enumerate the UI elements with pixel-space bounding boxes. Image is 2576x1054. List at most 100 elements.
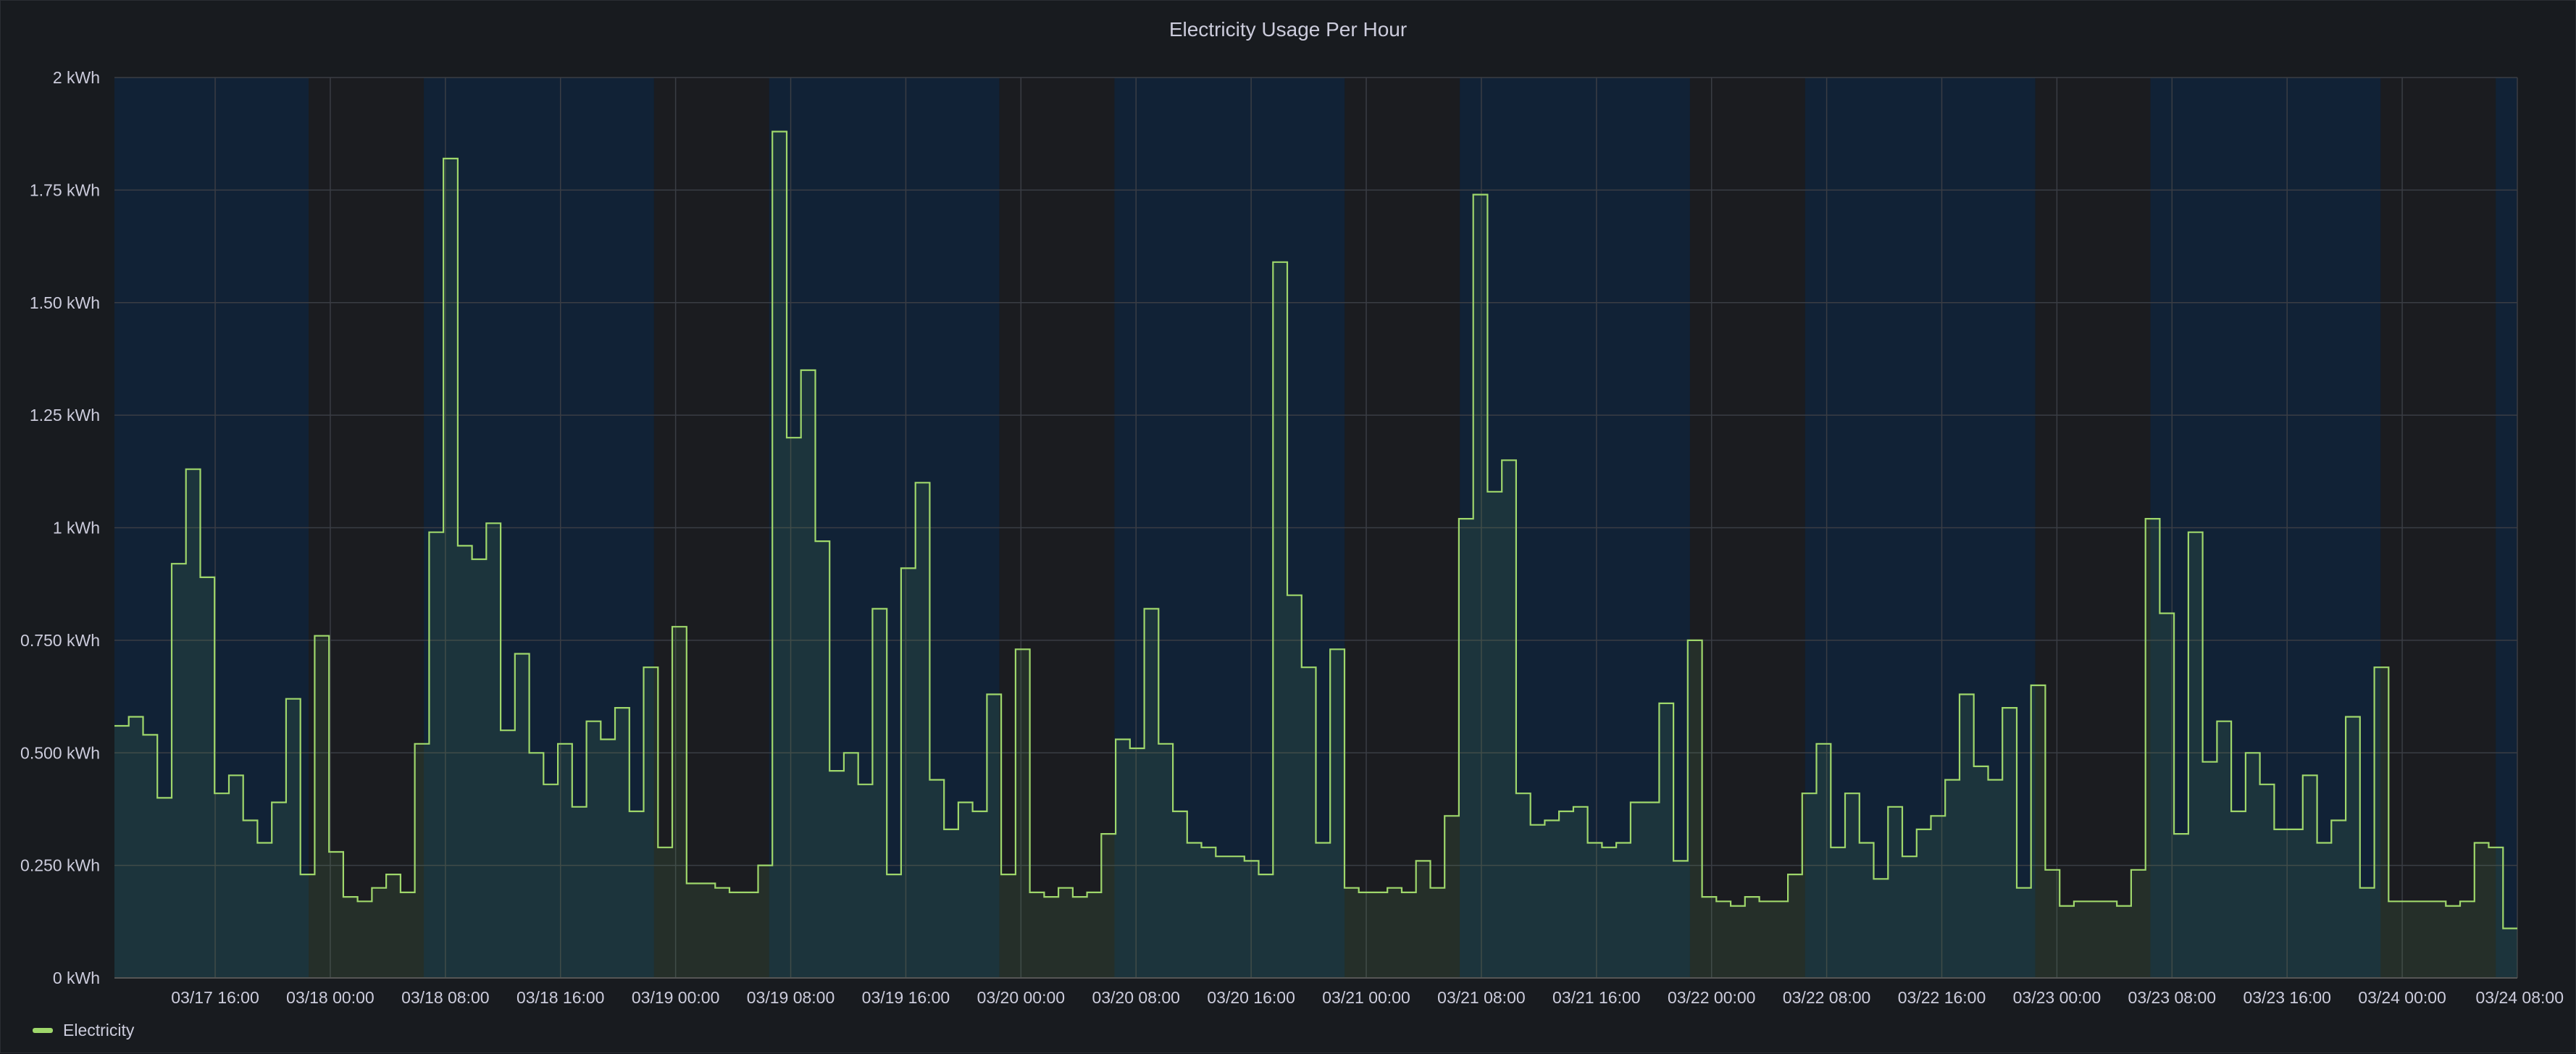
y-tick-label-0: 0 kWh [53,969,100,987]
x-tick-label-0: 03/17 16:00 [171,988,259,1007]
data-point-38 [664,846,666,848]
data-point-155 [2338,819,2340,821]
data-point-127 [1937,815,1939,817]
data-point-16 [349,896,351,898]
data-point-161 [2423,900,2425,903]
series-line-0 [114,130,2517,929]
data-point-106 [1636,801,1639,803]
data-point-132 [2009,707,2011,709]
data-point-31 [564,743,566,745]
data-point-18 [378,887,380,889]
data-point-124 [1894,806,1897,808]
data-point-84 [1322,842,1324,844]
data-point-9 [249,819,251,821]
data-point-166 [2495,846,2497,848]
data-point-54 [893,874,895,876]
data-point-91 [1422,860,1424,862]
x-tick-label-8: 03/20 08:00 [1092,988,1180,1007]
data-point-71 [1136,748,1138,750]
data-point-24 [464,545,466,547]
data-point-114 [1751,896,1753,898]
data-point-119 [1823,743,1825,745]
data-point-149 [2251,752,2254,754]
data-point-4 [177,563,180,565]
legend-item-electricity[interactable]: Electricity [33,1021,134,1040]
y-tick-label-5: 1.25 kWh [30,406,100,424]
data-point-96 [1494,490,1496,493]
data-point-37 [650,666,652,669]
data-point-159 [2395,900,2397,903]
data-point-10 [264,842,266,844]
data-point-144 [2180,833,2183,835]
data-point-14 [321,635,323,637]
data-point-32 [578,806,580,808]
data-point-111 [1708,896,1710,898]
x-tick-label-10: 03/21 00:00 [1322,988,1410,1007]
data-point-78 [1236,856,1238,858]
data-point-95 [1479,193,1481,196]
data-point-157 [2366,887,2368,889]
data-point-150 [2266,783,2268,785]
x-tick-label-19: 03/24 00:00 [2358,988,2446,1007]
data-point-90 [1408,891,1410,893]
data-point-82 [1293,594,1295,596]
data-point-92 [1437,887,1439,889]
y-tick-label-2: 0.500 kWh [20,743,100,762]
data-point-13 [306,874,309,876]
data-point-20 [406,891,409,893]
x-tick-label-11: 03/21 08:00 [1437,988,1526,1007]
data-point-45 [764,864,766,866]
data-point-50 [836,770,838,772]
data-point-117 [1794,874,1796,876]
data-point-156 [2351,716,2354,718]
data-point-162 [2438,900,2440,903]
data-point-93 [1451,815,1453,817]
data-point-145 [2194,531,2196,533]
data-point-122 [1865,842,1868,844]
data-point-36 [635,811,637,813]
data-point-146 [2209,761,2211,763]
x-tick-label-1: 03/18 00:00 [286,988,375,1007]
x-tick-label-18: 03/23 16:00 [2243,988,2331,1007]
data-point-42 [722,887,724,889]
data-point-115 [1765,900,1768,903]
data-point-76 [1208,846,1210,848]
data-point-125 [1908,856,1910,858]
data-point-55 [907,567,909,569]
data-point-15 [335,851,338,853]
data-point-85 [1337,648,1339,651]
data-point-130 [1980,765,1982,767]
data-point-28 [521,653,523,655]
data-point-0 [120,725,122,727]
data-point-86 [1350,887,1352,889]
x-tick-label-2: 03/18 08:00 [401,988,490,1007]
data-point-26 [493,522,495,524]
data-point-121 [1851,792,1853,795]
data-point-143 [2166,612,2168,614]
data-point-68 [1093,891,1095,893]
data-point-110 [1694,639,1696,641]
y-tick-label-8: 2 kWh [53,68,100,87]
data-point-2 [149,734,151,736]
data-point-113 [1736,905,1739,907]
data-point-53 [879,608,881,610]
data-point-56 [921,482,924,484]
data-point-107 [1651,801,1653,803]
data-point-1 [135,716,137,718]
panel-title: Electricity Usage Per Hour [1168,18,1408,41]
data-point-77 [1222,856,1224,858]
data-point-67 [1079,896,1081,898]
x-tick-label-6: 03/19 16:00 [862,988,950,1007]
data-point-139 [2109,900,2111,903]
data-point-129 [1965,693,1967,695]
data-point-60 [979,811,981,813]
data-point-104 [1608,846,1610,848]
data-point-7 [221,792,223,795]
data-point-134 [2037,685,2039,687]
data-point-112 [1723,900,1725,903]
x-tick-label-9: 03/20 16:00 [1207,988,1295,1007]
data-point-89 [1394,887,1396,889]
data-point-25 [478,559,480,561]
